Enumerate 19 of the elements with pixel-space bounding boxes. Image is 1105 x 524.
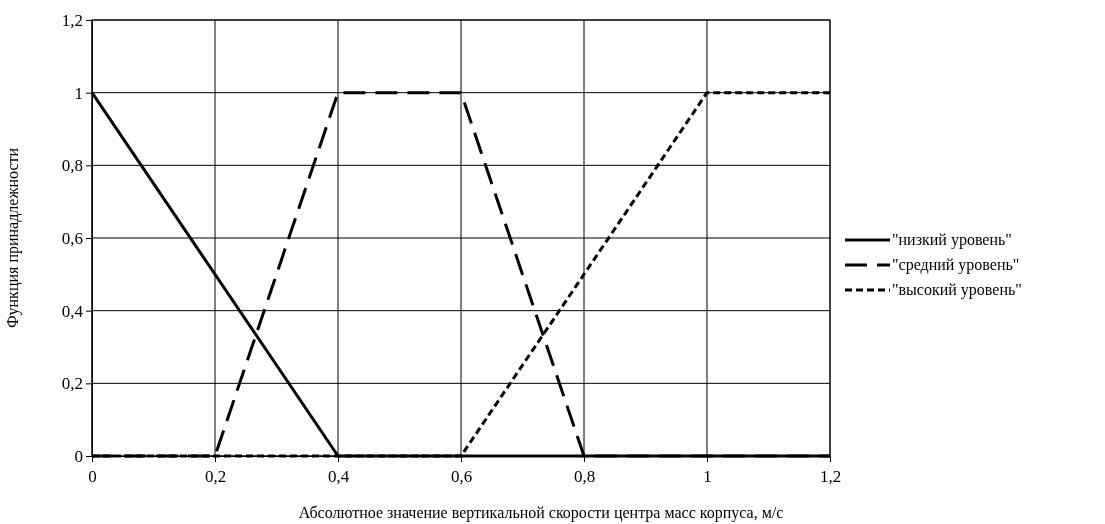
x-tick-label: 0 xyxy=(88,467,97,486)
legend-label: "высокий уровень" xyxy=(892,281,1022,299)
y-axis-title: Функция принадлежности xyxy=(4,147,22,329)
x-tick-label: 0,2 xyxy=(204,467,227,486)
x-tick-label: 0,4 xyxy=(327,467,350,486)
y-tick-label: 1 xyxy=(74,83,83,103)
x-tick-label: 1,2 xyxy=(819,467,842,486)
y-tick-label: 0 xyxy=(74,446,83,466)
x-tick-label: 1 xyxy=(703,467,712,486)
y-tick-label: 0,6 xyxy=(61,228,83,248)
y-tick-label: 0,8 xyxy=(61,156,83,176)
x-tick-label: 0,6 xyxy=(450,467,473,486)
legend-label: "средний уровень" xyxy=(892,256,1020,274)
y-tick-label: 0,4 xyxy=(61,301,84,321)
x-axis-title: Абсолютное значение вертикальной скорости центра масс корпуса, м/с xyxy=(298,504,784,522)
y-tick-label: 1,2 xyxy=(61,10,83,30)
x-tick-label: 0,8 xyxy=(573,467,596,486)
y-tick-label: 0,2 xyxy=(61,374,83,394)
legend-label: "низкий уровень" xyxy=(892,231,1012,249)
